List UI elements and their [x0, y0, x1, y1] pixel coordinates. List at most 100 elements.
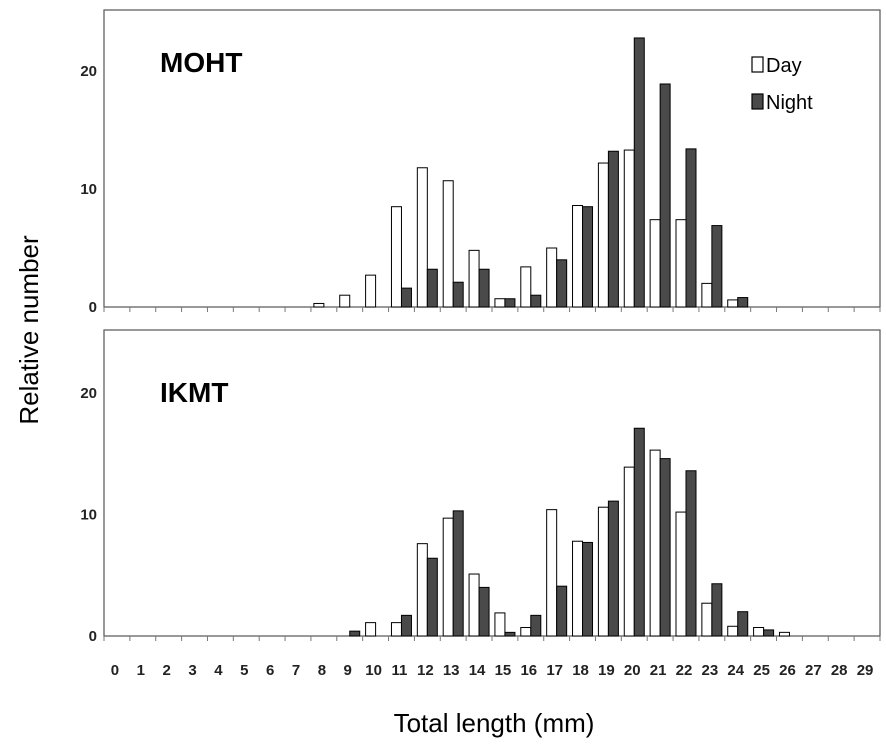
bar-night-19 — [607, 500, 619, 637]
bar-day-13 — [442, 517, 454, 637]
panel-frame — [103, 329, 881, 637]
bar-night-13 — [452, 510, 464, 637]
bar-night-17 — [556, 259, 568, 308]
bar-day-14 — [468, 573, 480, 637]
bar-night-19 — [607, 150, 619, 308]
bar-day-15 — [494, 298, 506, 308]
x-tick-label: 20 — [624, 662, 641, 679]
bar-day-26 — [778, 631, 790, 637]
bar-night-14 — [478, 268, 490, 308]
legend-day-label: Day — [766, 55, 802, 77]
bar-night-18 — [582, 206, 594, 308]
x-tick-label: 5 — [240, 662, 248, 679]
bar-day-24 — [727, 625, 739, 637]
bar-night-12 — [426, 268, 438, 308]
bar-night-11 — [400, 614, 412, 637]
bar-night-23 — [711, 225, 723, 308]
x-tick-labels: 0 1 2 3 4 5 6 7 8 9 10 11 12 13 14 15 16 17 18 19 20 21 22 23 24… — [111, 662, 874, 679]
y-tick-label: 0 — [89, 628, 97, 645]
bar-night-21 — [659, 458, 671, 637]
bar-night-15 — [504, 631, 516, 637]
bar-night-14 — [478, 586, 490, 637]
bar-day-21 — [649, 449, 661, 637]
bar-day-24 — [727, 299, 739, 308]
bar-day-11 — [390, 622, 402, 637]
bar-night-16 — [530, 614, 542, 637]
x-tick-label: 8 — [318, 662, 326, 679]
bar-night-15 — [504, 298, 516, 308]
x-tick-label: 25 — [753, 662, 770, 679]
bar-night-25 — [763, 629, 775, 637]
x-tick-label: 27 — [805, 662, 822, 679]
bar-day-16 — [520, 627, 532, 637]
bar-day-10 — [365, 622, 377, 637]
bar-day-12 — [416, 167, 428, 308]
y-tick-label: 0 — [89, 299, 97, 316]
x-tick-label: 10 — [365, 662, 382, 679]
bar-day-10 — [365, 274, 377, 308]
bar-day-23 — [701, 602, 713, 637]
bar-night-9 — [349, 630, 361, 637]
y-tick-label: 10 — [80, 181, 97, 198]
bar-day-9 — [339, 294, 351, 308]
panel-label: IKMT — [160, 377, 228, 408]
x-tick-label: 24 — [727, 662, 744, 679]
bar-night-21 — [659, 83, 671, 308]
x-tick-label: 28 — [831, 662, 848, 679]
bar-night-24 — [737, 297, 749, 308]
bar-day-16 — [520, 266, 532, 308]
bar-day-15 — [494, 612, 506, 637]
x-tick-label: 26 — [779, 662, 796, 679]
bar-day-13 — [442, 180, 454, 308]
bar-night-17 — [556, 585, 568, 637]
bar-day-17 — [546, 509, 558, 637]
y-axis-title: Relative number — [14, 235, 44, 425]
bar-day-18 — [572, 540, 584, 637]
legend-night-swatch — [751, 93, 764, 110]
x-axis-title: Total length (mm) — [394, 708, 595, 738]
x-tick-label: 13 — [443, 662, 460, 679]
bar-day-19 — [597, 506, 609, 637]
x-tick-label: 1 — [137, 662, 145, 679]
x-tick-label: 0 — [111, 662, 119, 679]
x-tick-label: 9 — [344, 662, 352, 679]
bar-day-19 — [597, 162, 609, 308]
bar-night-13 — [452, 281, 464, 308]
bar-night-22 — [685, 470, 697, 637]
bar-day-25 — [753, 627, 765, 637]
x-tick-label: 23 — [702, 662, 719, 679]
x-tick-label: 21 — [650, 662, 667, 679]
bar-day-12 — [416, 543, 428, 637]
bar-night-24 — [737, 611, 749, 637]
bar-day-20 — [623, 149, 635, 308]
x-tick-label: 29 — [857, 662, 874, 679]
chart-panels: 0 10 20 MOHT 0 10 20 IKMT — [80, 9, 881, 645]
bar-day-14 — [468, 249, 480, 308]
legend: Day Night — [751, 55, 813, 114]
bar-night-20 — [633, 427, 645, 637]
x-tick-label: 4 — [214, 662, 223, 679]
x-tick-label: 18 — [572, 662, 589, 679]
x-tick-label: 17 — [546, 662, 563, 679]
x-tick-label: 2 — [162, 662, 170, 679]
x-tick-label: 16 — [520, 662, 537, 679]
bar-day-21 — [649, 219, 661, 308]
x-tick-label: 22 — [676, 662, 693, 679]
bar-night-12 — [426, 557, 438, 637]
bar-night-20 — [633, 37, 645, 308]
bar-day-18 — [572, 205, 584, 308]
x-tick-label: 15 — [495, 662, 512, 679]
legend-night-label: Night — [766, 92, 813, 114]
panel-moht: 0 10 20 MOHT — [80, 9, 881, 316]
bar-night-11 — [400, 287, 412, 308]
bar-day-20 — [623, 466, 635, 637]
legend-day-swatch — [751, 56, 764, 73]
bar-day-8 — [313, 302, 325, 308]
bar-day-23 — [701, 282, 713, 308]
bar-day-22 — [675, 511, 687, 637]
bar-night-18 — [582, 541, 594, 637]
x-tick-label: 3 — [188, 662, 196, 679]
x-tick-label: 7 — [292, 662, 300, 679]
bar-night-22 — [685, 148, 697, 308]
